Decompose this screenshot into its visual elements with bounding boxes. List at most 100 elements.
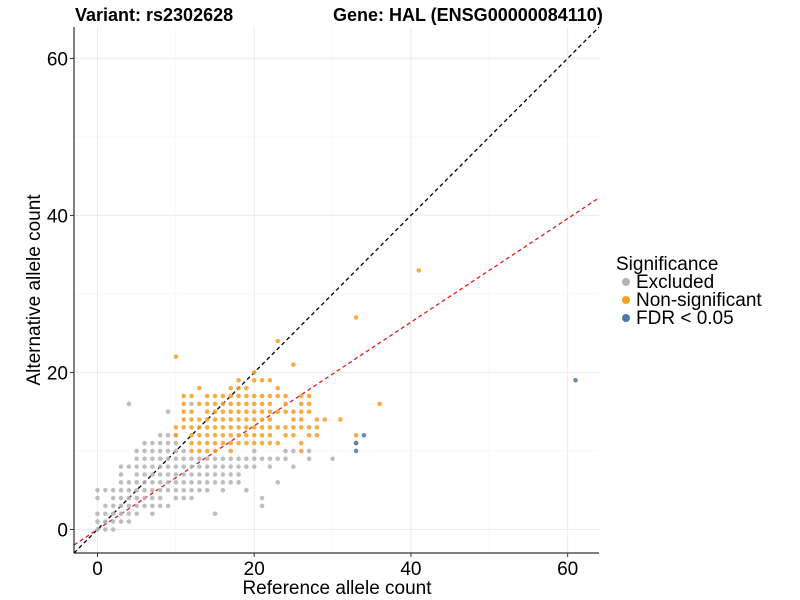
point-excluded bbox=[95, 511, 100, 517]
point-non-significant bbox=[298, 409, 304, 414]
point-non-significant bbox=[283, 425, 288, 430]
point-excluded bbox=[197, 456, 202, 462]
point-non-significant bbox=[306, 409, 312, 414]
point-excluded bbox=[118, 503, 124, 509]
point-non-significant bbox=[244, 409, 249, 414]
point-excluded bbox=[150, 503, 155, 509]
point-excluded bbox=[126, 401, 132, 407]
point-excluded bbox=[142, 440, 147, 446]
point-non-significant bbox=[291, 417, 296, 422]
point-excluded bbox=[118, 487, 124, 493]
point-non-significant bbox=[259, 440, 265, 446]
point-non-significant bbox=[228, 432, 234, 438]
reference-lines bbox=[74, 27, 599, 553]
point-fdr-0-05 bbox=[573, 377, 578, 383]
point-non-significant bbox=[173, 425, 179, 430]
point-non-significant bbox=[283, 393, 288, 399]
point-excluded bbox=[228, 464, 234, 469]
point-non-significant bbox=[189, 440, 194, 446]
point-excluded bbox=[267, 456, 273, 462]
point-non-significant bbox=[251, 440, 257, 446]
point-excluded bbox=[189, 456, 194, 462]
point-excluded bbox=[150, 456, 155, 462]
point-non-significant bbox=[314, 432, 320, 438]
point-non-significant bbox=[267, 417, 273, 422]
point-excluded bbox=[259, 456, 265, 462]
point-excluded bbox=[165, 448, 171, 454]
point-excluded bbox=[189, 464, 194, 469]
point-excluded bbox=[142, 472, 147, 477]
point-excluded bbox=[126, 480, 132, 485]
fit-line bbox=[74, 197, 599, 546]
point-non-significant bbox=[283, 432, 288, 438]
point-non-significant bbox=[291, 362, 296, 367]
point-excluded bbox=[330, 456, 335, 462]
point-non-significant bbox=[259, 417, 265, 422]
point-excluded bbox=[197, 480, 202, 485]
point-excluded bbox=[150, 511, 155, 517]
point-excluded bbox=[142, 480, 147, 485]
point-excluded bbox=[173, 456, 179, 462]
point-non-significant bbox=[275, 409, 281, 414]
point-non-significant bbox=[298, 417, 304, 422]
point-excluded bbox=[283, 456, 288, 462]
point-non-significant bbox=[204, 393, 210, 399]
point-non-significant bbox=[291, 409, 296, 414]
point-excluded bbox=[220, 472, 226, 477]
point-non-significant bbox=[306, 401, 312, 407]
point-excluded bbox=[165, 432, 171, 438]
point-non-significant bbox=[259, 377, 265, 383]
point-excluded bbox=[204, 464, 210, 469]
point-excluded bbox=[126, 519, 132, 524]
point-non-significant bbox=[236, 401, 241, 407]
point-non-significant bbox=[173, 432, 179, 438]
point-non-significant bbox=[291, 425, 296, 430]
point-excluded bbox=[212, 511, 218, 517]
point-excluded bbox=[189, 472, 194, 477]
point-non-significant bbox=[322, 417, 328, 422]
point-excluded bbox=[165, 456, 171, 462]
point-non-significant bbox=[259, 432, 265, 438]
point-excluded bbox=[157, 432, 163, 438]
point-non-significant bbox=[259, 409, 265, 414]
point-excluded bbox=[142, 464, 147, 469]
point-excluded bbox=[173, 464, 179, 469]
point-excluded bbox=[204, 480, 210, 485]
point-excluded bbox=[220, 464, 226, 469]
point-excluded bbox=[173, 487, 179, 493]
point-non-significant bbox=[244, 432, 249, 438]
point-excluded bbox=[212, 472, 218, 477]
point-non-significant bbox=[275, 425, 281, 430]
point-excluded bbox=[134, 503, 139, 509]
point-non-significant bbox=[267, 393, 273, 399]
point-excluded bbox=[134, 464, 139, 469]
point-non-significant bbox=[236, 440, 241, 446]
point-excluded bbox=[157, 448, 163, 454]
point-non-significant bbox=[259, 393, 265, 399]
point-non-significant bbox=[220, 393, 226, 399]
point-non-significant bbox=[267, 425, 273, 430]
point-excluded bbox=[150, 480, 155, 485]
point-non-significant bbox=[283, 401, 288, 407]
point-excluded bbox=[103, 503, 108, 509]
point-excluded bbox=[244, 487, 249, 493]
point-excluded bbox=[134, 448, 139, 454]
point-non-significant bbox=[204, 409, 210, 414]
point-non-significant bbox=[244, 385, 249, 391]
point-non-significant bbox=[220, 440, 226, 446]
point-non-significant bbox=[228, 448, 234, 454]
legend-label-fdr-0-05: FDR < 0.05 bbox=[636, 308, 734, 329]
point-non-significant bbox=[251, 417, 257, 422]
point-non-significant bbox=[259, 425, 265, 430]
point-non-significant bbox=[197, 401, 202, 407]
point-non-significant bbox=[228, 440, 234, 446]
point-excluded bbox=[251, 448, 257, 454]
point-excluded bbox=[181, 495, 187, 501]
point-non-significant bbox=[275, 385, 281, 391]
point-excluded bbox=[110, 519, 116, 524]
point-non-significant bbox=[338, 417, 343, 422]
point-excluded bbox=[150, 448, 155, 454]
point-non-significant bbox=[275, 393, 281, 399]
point-non-significant bbox=[220, 417, 226, 422]
